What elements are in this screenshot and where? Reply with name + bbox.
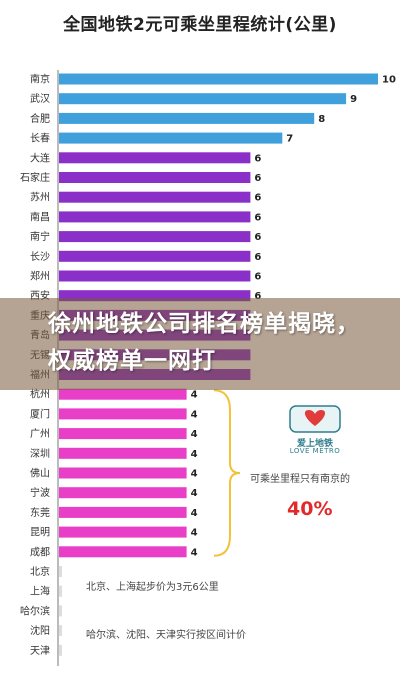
data-label: 4 [191,409,198,420]
bar [59,566,62,577]
bar [59,73,378,85]
data-label: 7 [286,134,293,145]
annotation-zone-pricing: 哈尔滨、沈阳、天津实行按区间计价 [86,628,246,641]
data-label: 4 [191,390,198,401]
data-label: 4 [191,469,198,480]
category-label: 天津 [30,645,50,657]
category-label: 宁波 [30,486,50,499]
data-label: 4 [191,528,198,539]
bar [59,270,251,282]
bar [59,428,187,440]
logo-subtext: LOVE METRO [289,447,341,455]
data-label: 6 [254,272,261,283]
bar [59,585,62,597]
category-label: 上海 [30,585,50,598]
bar [59,408,187,420]
chart-title: 全国地铁2元可乘坐里程统计(公里) [63,15,337,35]
category-label: 南京 [30,73,50,86]
data-label: 8 [318,114,325,125]
data-label: 4 [191,547,198,558]
data-label: 10 [382,75,396,86]
category-label: 南宁 [30,230,50,243]
category-label: 长沙 [30,251,50,263]
category-label: 佛山 [30,467,50,480]
bar [59,112,315,124]
bar [59,467,187,479]
category-label: 郑州 [30,270,50,283]
bar [59,290,251,302]
bar [59,605,62,617]
category-label: 东莞 [30,506,50,519]
bar [59,447,187,459]
annotation-nanjing-only: 可乘坐里程只有南京的 [250,472,350,485]
data-label: 6 [254,153,261,164]
data-label: 4 [191,508,198,519]
annotation-bracket [213,389,241,557]
data-label: 4 [191,449,198,460]
category-label: 长春 [30,133,50,145]
logo-text: 爱上地铁 [296,439,333,449]
bar [59,132,283,144]
bar [59,644,62,656]
bar [59,487,187,499]
headline-text: 徐州地铁公司排名榜单揭晓，权威榜单一网打 [48,311,360,374]
data-label: 9 [350,94,357,105]
metro-logo-icon [289,405,341,433]
bar [59,211,251,223]
bar [59,526,187,538]
category-label: 哈尔滨 [20,604,50,617]
bar [59,388,187,400]
annotation-beijing-shanghai: 北京、上海起步价为3元6公里 [86,580,219,593]
bar [59,172,251,183]
data-label: 4 [191,429,198,440]
category-label: 大连 [30,151,50,164]
data-label: 4 [191,488,198,499]
data-label: 6 [254,193,261,204]
category-label: 广州 [30,428,50,440]
data-label: 6 [254,173,261,184]
category-label: 厦门 [30,407,50,420]
data-label: 6 [254,232,261,243]
category-label: 沈阳 [30,624,50,637]
bar [59,231,251,243]
bar [59,152,251,164]
category-label: 北京 [30,565,50,578]
category-label: 杭州 [30,388,50,401]
data-label: 6 [254,212,261,223]
category-label: 成都 [30,546,50,558]
data-label: 6 [254,291,261,302]
category-label: 昆明 [30,527,50,539]
category-label: 武汉 [30,92,50,105]
bar [59,93,347,105]
annotation-percent: 40% [287,498,332,520]
data-label: 6 [254,252,261,263]
category-label: 南昌 [30,210,50,223]
category-label: 石家庄 [20,171,50,184]
category-label: 合肥 [30,112,50,125]
bar [59,625,62,637]
bar [59,250,251,262]
headline-banner [0,298,400,390]
category-label: 苏州 [30,191,50,204]
bar [59,506,187,518]
bar [59,546,187,558]
bar [59,191,251,203]
category-label: 深圳 [30,448,50,460]
